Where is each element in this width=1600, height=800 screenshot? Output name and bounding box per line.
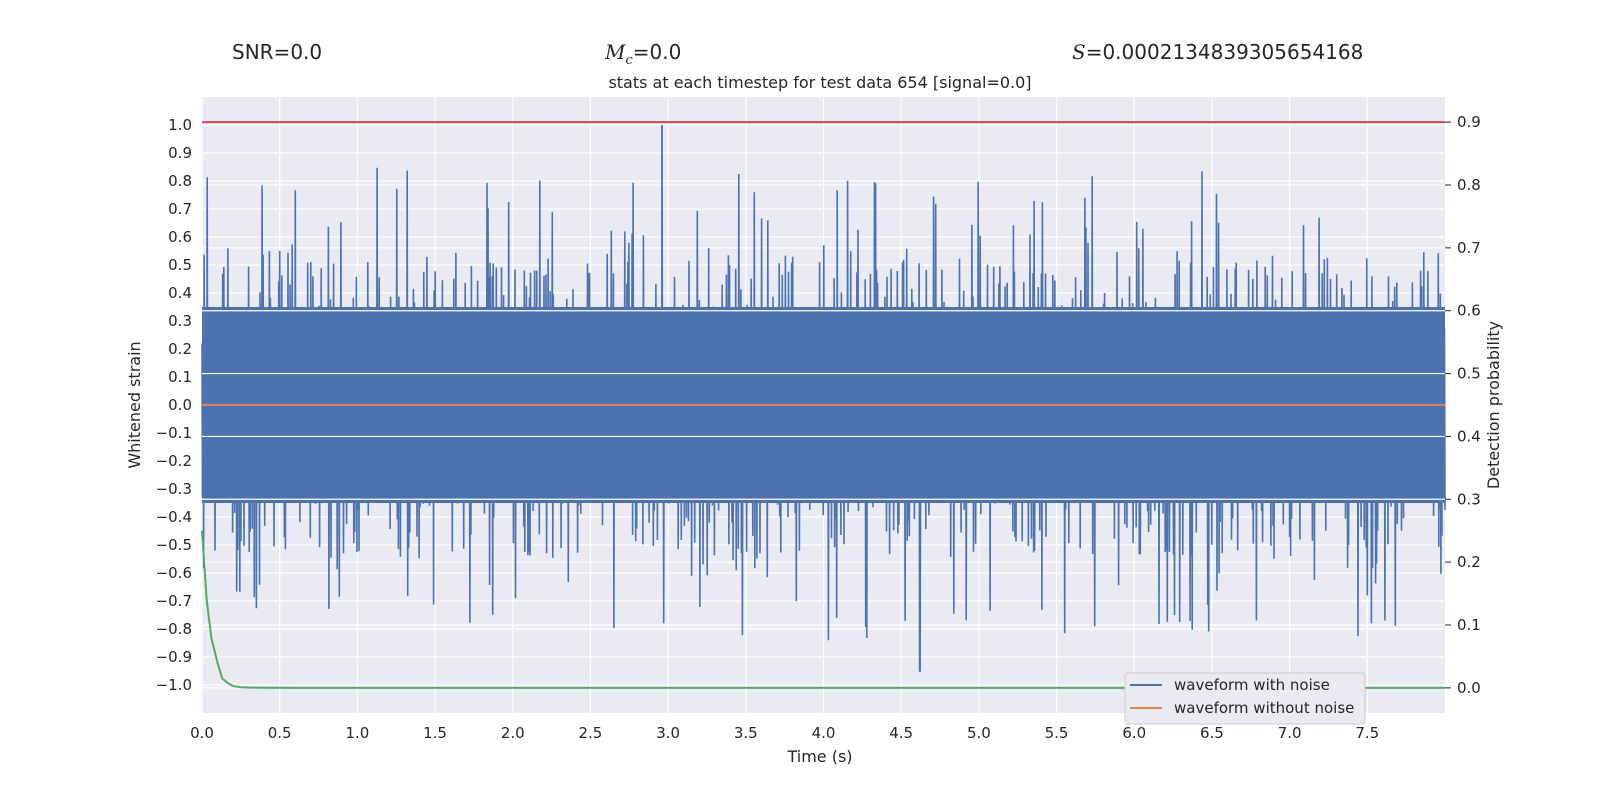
legend-label-clean: waveform without noise	[1174, 699, 1354, 717]
y-axis-label-left: Whitened strain	[125, 341, 144, 468]
y-left-tick-label: −1.0	[156, 676, 192, 694]
s-value: =0.0002134839305654168	[1085, 40, 1364, 64]
legend-label-noise: waveform with noise	[1174, 676, 1330, 694]
y-right-tick-label: 0.8	[1457, 176, 1481, 194]
y-right-tick-label: 0.9	[1457, 113, 1481, 131]
y-left-tick-label: 0.2	[168, 340, 192, 358]
x-tick-label: 6.0	[1122, 724, 1146, 742]
chirp-mass-value: =0.0	[632, 40, 682, 64]
y-left-tick-label: −0.4	[156, 508, 192, 526]
y-left-tick-label: −0.7	[156, 592, 192, 610]
y-left-tick-label: −0.2	[156, 452, 192, 470]
y-left-tick-label: −0.5	[156, 536, 192, 554]
x-tick-label: 5.0	[967, 724, 991, 742]
x-tick-label: 2.0	[501, 724, 525, 742]
y-left-tick-label: 0.1	[168, 368, 192, 386]
chart-title: stats at each timestep for test data 654…	[608, 73, 1031, 92]
chirp-mass-stat: Mc=0.0	[605, 40, 681, 68]
y-right-tick-label: 0.1	[1457, 616, 1481, 634]
x-tick-label: 4.5	[889, 724, 913, 742]
y-right-tick-label: 0.7	[1457, 239, 1481, 257]
y-left-tick-label: 0.6	[168, 228, 192, 246]
snr-label: SNR=	[232, 40, 291, 64]
y-left-tick-label: 1.0	[168, 116, 192, 134]
x-tick-label: 7.0	[1278, 724, 1302, 742]
y-left-tick-label: −0.1	[156, 424, 192, 442]
y-axis-label-right: Detection probability	[1484, 321, 1503, 489]
x-tick-label: 7.5	[1355, 724, 1379, 742]
y-left-tick-label: 0.5	[168, 256, 192, 274]
s-stat: S=0.0002134839305654168	[1072, 40, 1363, 64]
legend: waveform with noise waveform without noi…	[1124, 672, 1366, 725]
y-right-tick-label: 0.0	[1457, 679, 1481, 697]
y-left-tick-label: −0.9	[156, 648, 192, 666]
line-detection-probability	[201, 530, 1445, 689]
series-other	[201, 121, 1445, 689]
axes: 0.0 0.5 1.0 1.5 2.0 2.5 3.0 3.5 4.0 4.5 5.0 5.5 6.0 6…	[156, 113, 1481, 742]
chirp-mass-symbol: M	[605, 40, 626, 64]
y-right-tick-label: 0.4	[1457, 427, 1481, 445]
y-left-tick-label: 0.8	[168, 172, 192, 190]
snr-value: 0.0	[290, 40, 323, 64]
y-right-tick-label: 0.6	[1457, 302, 1481, 320]
x-tick-label: 0.0	[190, 724, 214, 742]
y-right-tick-label: 0.2	[1457, 553, 1481, 571]
legend-box	[1124, 672, 1366, 725]
y-left-tick-label: 0.0	[168, 396, 192, 414]
x-tick-label: 2.5	[579, 724, 603, 742]
x-tick-label: 1.5	[423, 724, 447, 742]
x-tick-label: 5.5	[1045, 724, 1069, 742]
x-tick-label: 3.0	[656, 724, 680, 742]
y-left-tick-label: 0.4	[168, 284, 192, 302]
snr-stat: SNR=0.0	[232, 40, 322, 64]
x-tick-label: 1.0	[345, 724, 369, 742]
y-left-tick-label: 0.9	[168, 144, 192, 162]
x-axis-label: Time (s)	[786, 747, 852, 766]
y-right-tick-label: 0.3	[1457, 490, 1481, 508]
x-tick-label: 3.5	[734, 724, 758, 742]
y-left-tick-label: −0.6	[156, 564, 192, 582]
y-left-tick-label: −0.8	[156, 620, 192, 638]
y-left-tick-label: 0.3	[168, 312, 192, 330]
x-tick-label: 6.5	[1200, 724, 1224, 742]
y-left-tick-label: 0.7	[168, 200, 192, 218]
x-tick-label: 0.5	[268, 724, 292, 742]
y-right-tick-label: 0.5	[1457, 365, 1481, 383]
x-tick-label: 4.0	[812, 724, 836, 742]
y-left-tick-label: −0.3	[156, 480, 192, 498]
chirp-mass-subscript: c	[625, 53, 633, 68]
s-symbol: S	[1072, 40, 1086, 64]
